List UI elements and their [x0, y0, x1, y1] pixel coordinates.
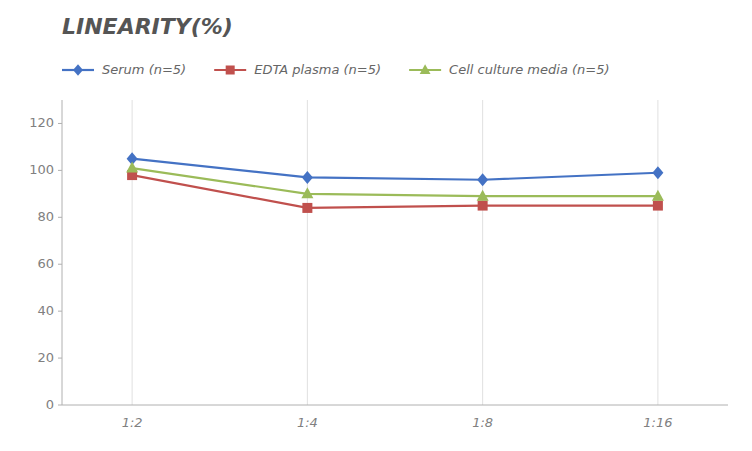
y-tick — [58, 311, 62, 312]
grid-line — [132, 100, 133, 405]
point — [126, 162, 138, 173]
series-line — [132, 168, 658, 196]
point — [302, 171, 313, 184]
legend-label: EDTA plasma (n=5) — [254, 62, 381, 77]
grid-line — [657, 100, 658, 405]
grid — [132, 100, 658, 405]
series — [127, 170, 663, 213]
y-axis-line — [62, 100, 63, 405]
plot-area — [126, 152, 664, 213]
x-tick-label: 1:16 — [643, 415, 672, 430]
legend-marker — [73, 64, 83, 76]
grid-line — [482, 100, 483, 405]
point — [302, 203, 312, 213]
y-tick — [58, 264, 62, 265]
x-axis-line — [62, 405, 728, 406]
y-tick — [58, 170, 62, 171]
legend: Serum (n=5) EDTA plasma (n=5) Cell culture… — [62, 62, 610, 77]
y-tick — [58, 123, 62, 124]
y-tick-label: 20 — [37, 350, 54, 365]
axes: 0 20 40 60 80 100 120 1:2 1:4 1:8 1:16 — [29, 100, 728, 430]
y-tick-label: 40 — [37, 303, 54, 318]
grid-line — [307, 100, 308, 405]
y-tick — [58, 217, 62, 218]
y-tick-label: 60 — [37, 256, 54, 271]
legend-item: EDTA plasma (n=5) — [214, 62, 381, 77]
series-line — [132, 159, 658, 180]
series — [126, 162, 664, 201]
point — [478, 201, 488, 211]
chart-title: LINEARITY(%) — [62, 14, 233, 39]
y-tick-label: 100 — [29, 162, 54, 177]
legend-item: Cell culture media (n=5) — [409, 62, 609, 77]
y-tick-label: 80 — [37, 209, 54, 224]
point — [653, 201, 663, 211]
point — [477, 190, 489, 201]
chart-container: LINEARITY(%) 0 20 40 60 80 100 120 1:2 1:4 1:8 1:16… — [0, 0, 752, 451]
legend-label: Cell culture media (n=5) — [449, 62, 609, 77]
legend-marker — [420, 64, 431, 74]
legend-item: Serum (n=5) — [62, 62, 186, 77]
y-tick-label: 120 — [29, 115, 54, 130]
point — [477, 173, 488, 186]
x-tick-label: 1:2 — [122, 415, 143, 430]
y-tick — [58, 405, 62, 406]
legend-marker — [226, 66, 235, 75]
y-tick-label: 0 — [46, 397, 54, 412]
y-tick — [58, 358, 62, 359]
chart: LINEARITY(%) 0 20 40 60 80 100 120 1:2 1:4 1:8 1:16… — [0, 0, 752, 451]
x-tick-label: 1:8 — [472, 415, 493, 430]
point — [652, 166, 663, 179]
point — [301, 187, 313, 198]
point — [652, 190, 664, 201]
x-tick-label: 1:4 — [297, 415, 318, 430]
series — [127, 152, 664, 186]
legend-label: Serum (n=5) — [102, 62, 186, 77]
